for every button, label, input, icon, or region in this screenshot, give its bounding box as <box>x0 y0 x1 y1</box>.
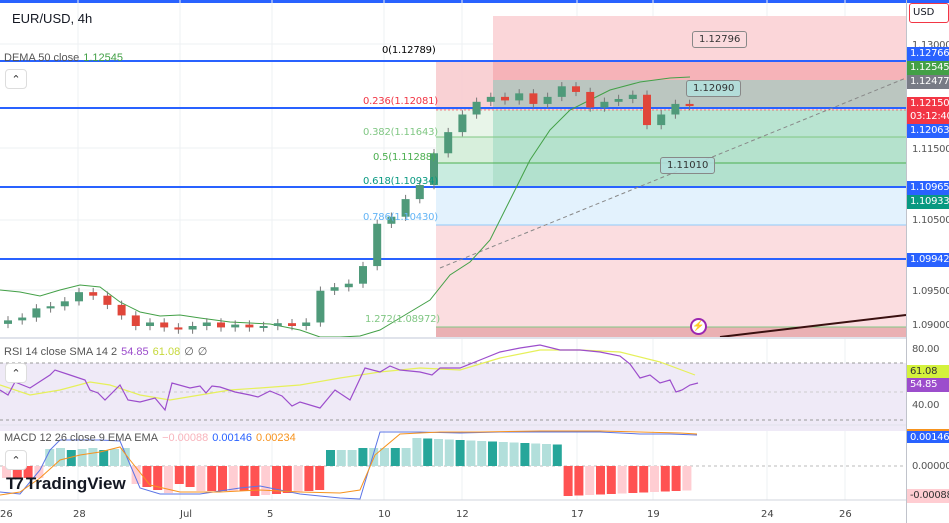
rsi-tick: 80.00 <box>912 344 940 355</box>
horizontal-lines[interactable] <box>0 60 906 260</box>
tradingview-logo[interactable]: T7 TradingView <box>6 474 126 494</box>
rsi-band <box>0 363 906 431</box>
tradingview-icon: T7 <box>6 474 24 493</box>
price-tick: 1.09000 <box>912 320 949 331</box>
macd-hist-tag: -0.00088 <box>907 489 949 503</box>
price-tick: 1.13000 <box>912 40 949 51</box>
price-tag-line: 1.09942 <box>907 253 949 267</box>
macd-line <box>0 431 698 500</box>
fib-label-1272: 1.272(1.08972) <box>365 314 440 325</box>
price-tick: 1.09500 <box>912 286 949 297</box>
time-tick: 12 <box>456 509 469 520</box>
fib-label-0618: 0.618(1.10934) <box>363 176 438 187</box>
rsi-sma-tag: 61.08 <box>907 365 949 379</box>
time-tick: 17 <box>571 509 584 520</box>
macd-signal-line <box>0 430 698 496</box>
price-tag-line: 1.12063 <box>907 124 949 138</box>
time-tick: 26 <box>839 509 852 520</box>
price-tick: 1.11500 <box>912 144 949 155</box>
time-tick: 19 <box>647 509 660 520</box>
price-tick: 1.10500 <box>912 215 949 226</box>
fib-label-0786: 0.786(1.10430) <box>363 212 438 223</box>
rsi-legend[interactable]: RSI 14 close SMA 14 2 54.85 61.08 ∅ ∅ <box>4 345 211 358</box>
fib-label-0382: 0.382(1.11643) <box>363 127 438 138</box>
fib-label-0: 0(1.12789) <box>382 45 436 56</box>
rsi-line <box>0 344 699 412</box>
macd-hist-value: −0.00088 <box>162 432 209 444</box>
macd-signal-value: 0.00234 <box>256 432 296 444</box>
price-tag-line: 1.10965 <box>907 181 949 195</box>
time-tick: 5 <box>267 509 274 520</box>
logo-text: TradingView <box>25 474 126 493</box>
price-tag-last: 1.12150 <box>907 97 949 111</box>
time-tick: 10 <box>378 509 391 520</box>
callout-upper[interactable]: 1.12796 <box>692 31 748 48</box>
chevron-up-icon: ⌃ <box>11 74 21 86</box>
currency-selector[interactable]: USD <box>909 3 949 23</box>
rsi-extra-1: ∅ <box>184 346 194 358</box>
collapse-rsi-button[interactable]: ⌃ <box>5 363 27 383</box>
collapse-legend-button[interactable]: ⌃ <box>5 69 27 89</box>
dema-value: 1.12545 <box>83 52 123 64</box>
macd-value: 0.00146 <box>212 432 253 444</box>
price-tag-gray: 1.12477 <box>907 75 949 89</box>
price-tag-dema: 1.12545 <box>907 61 949 75</box>
dema-label: DEMA 50 close <box>4 52 80 64</box>
black-trend-line[interactable] <box>719 314 907 338</box>
fib-label-0236: 0.236(1.12081) <box>363 96 438 107</box>
macd-label: MACD 12 26 close 9 EMA EMA <box>4 432 159 444</box>
macd-tick: 0.00000 <box>912 461 949 472</box>
lightning-icon[interactable]: ⚡ <box>690 318 707 335</box>
dema-line <box>0 76 691 338</box>
macd-tag: 0.00146 <box>907 429 949 443</box>
time-tick: 24 <box>761 509 774 520</box>
macd-legend[interactable]: MACD 12 26 close 9 EMA EMA −0.00088 0.0014… <box>4 432 300 444</box>
dema-legend[interactable]: DEMA 50 close 1.12545 <box>4 52 127 64</box>
time-tick: Jul <box>180 509 193 520</box>
collapse-macd-button[interactable]: ⌃ <box>5 450 27 470</box>
fib-label-05: 0.5(1.11288) <box>373 152 436 163</box>
rsi-sma-value: 61.08 <box>152 346 181 358</box>
rsi-tick: 40.00 <box>912 400 940 411</box>
callout-lower[interactable]: 1.11010 <box>660 157 716 174</box>
symbol-title[interactable]: EUR/USD, 4h <box>12 11 93 26</box>
rsi-value: 54.85 <box>121 346 149 358</box>
callout-mid[interactable]: 1.12090 <box>686 80 742 97</box>
currency-label: USD <box>913 7 935 18</box>
rsi-extra-2: ∅ <box>197 346 208 358</box>
rsi-value-tag: 54.85 <box>907 378 949 392</box>
macd-histogram <box>2 438 692 496</box>
top-accent-bar <box>0 0 949 3</box>
time-tick: 26 <box>0 509 13 520</box>
price-tag-fib: 1.10933 <box>907 195 949 209</box>
chevron-up-icon: ⌃ <box>11 368 21 380</box>
rsi-label: RSI 14 close SMA 14 2 <box>4 346 118 358</box>
time-tick: 28 <box>73 509 86 520</box>
price-tag-line: 1.12766 <box>907 47 949 61</box>
countdown-tag: 03:12:40 <box>907 110 949 124</box>
price-candles <box>4 82 694 334</box>
chevron-up-icon: ⌃ <box>11 455 21 467</box>
